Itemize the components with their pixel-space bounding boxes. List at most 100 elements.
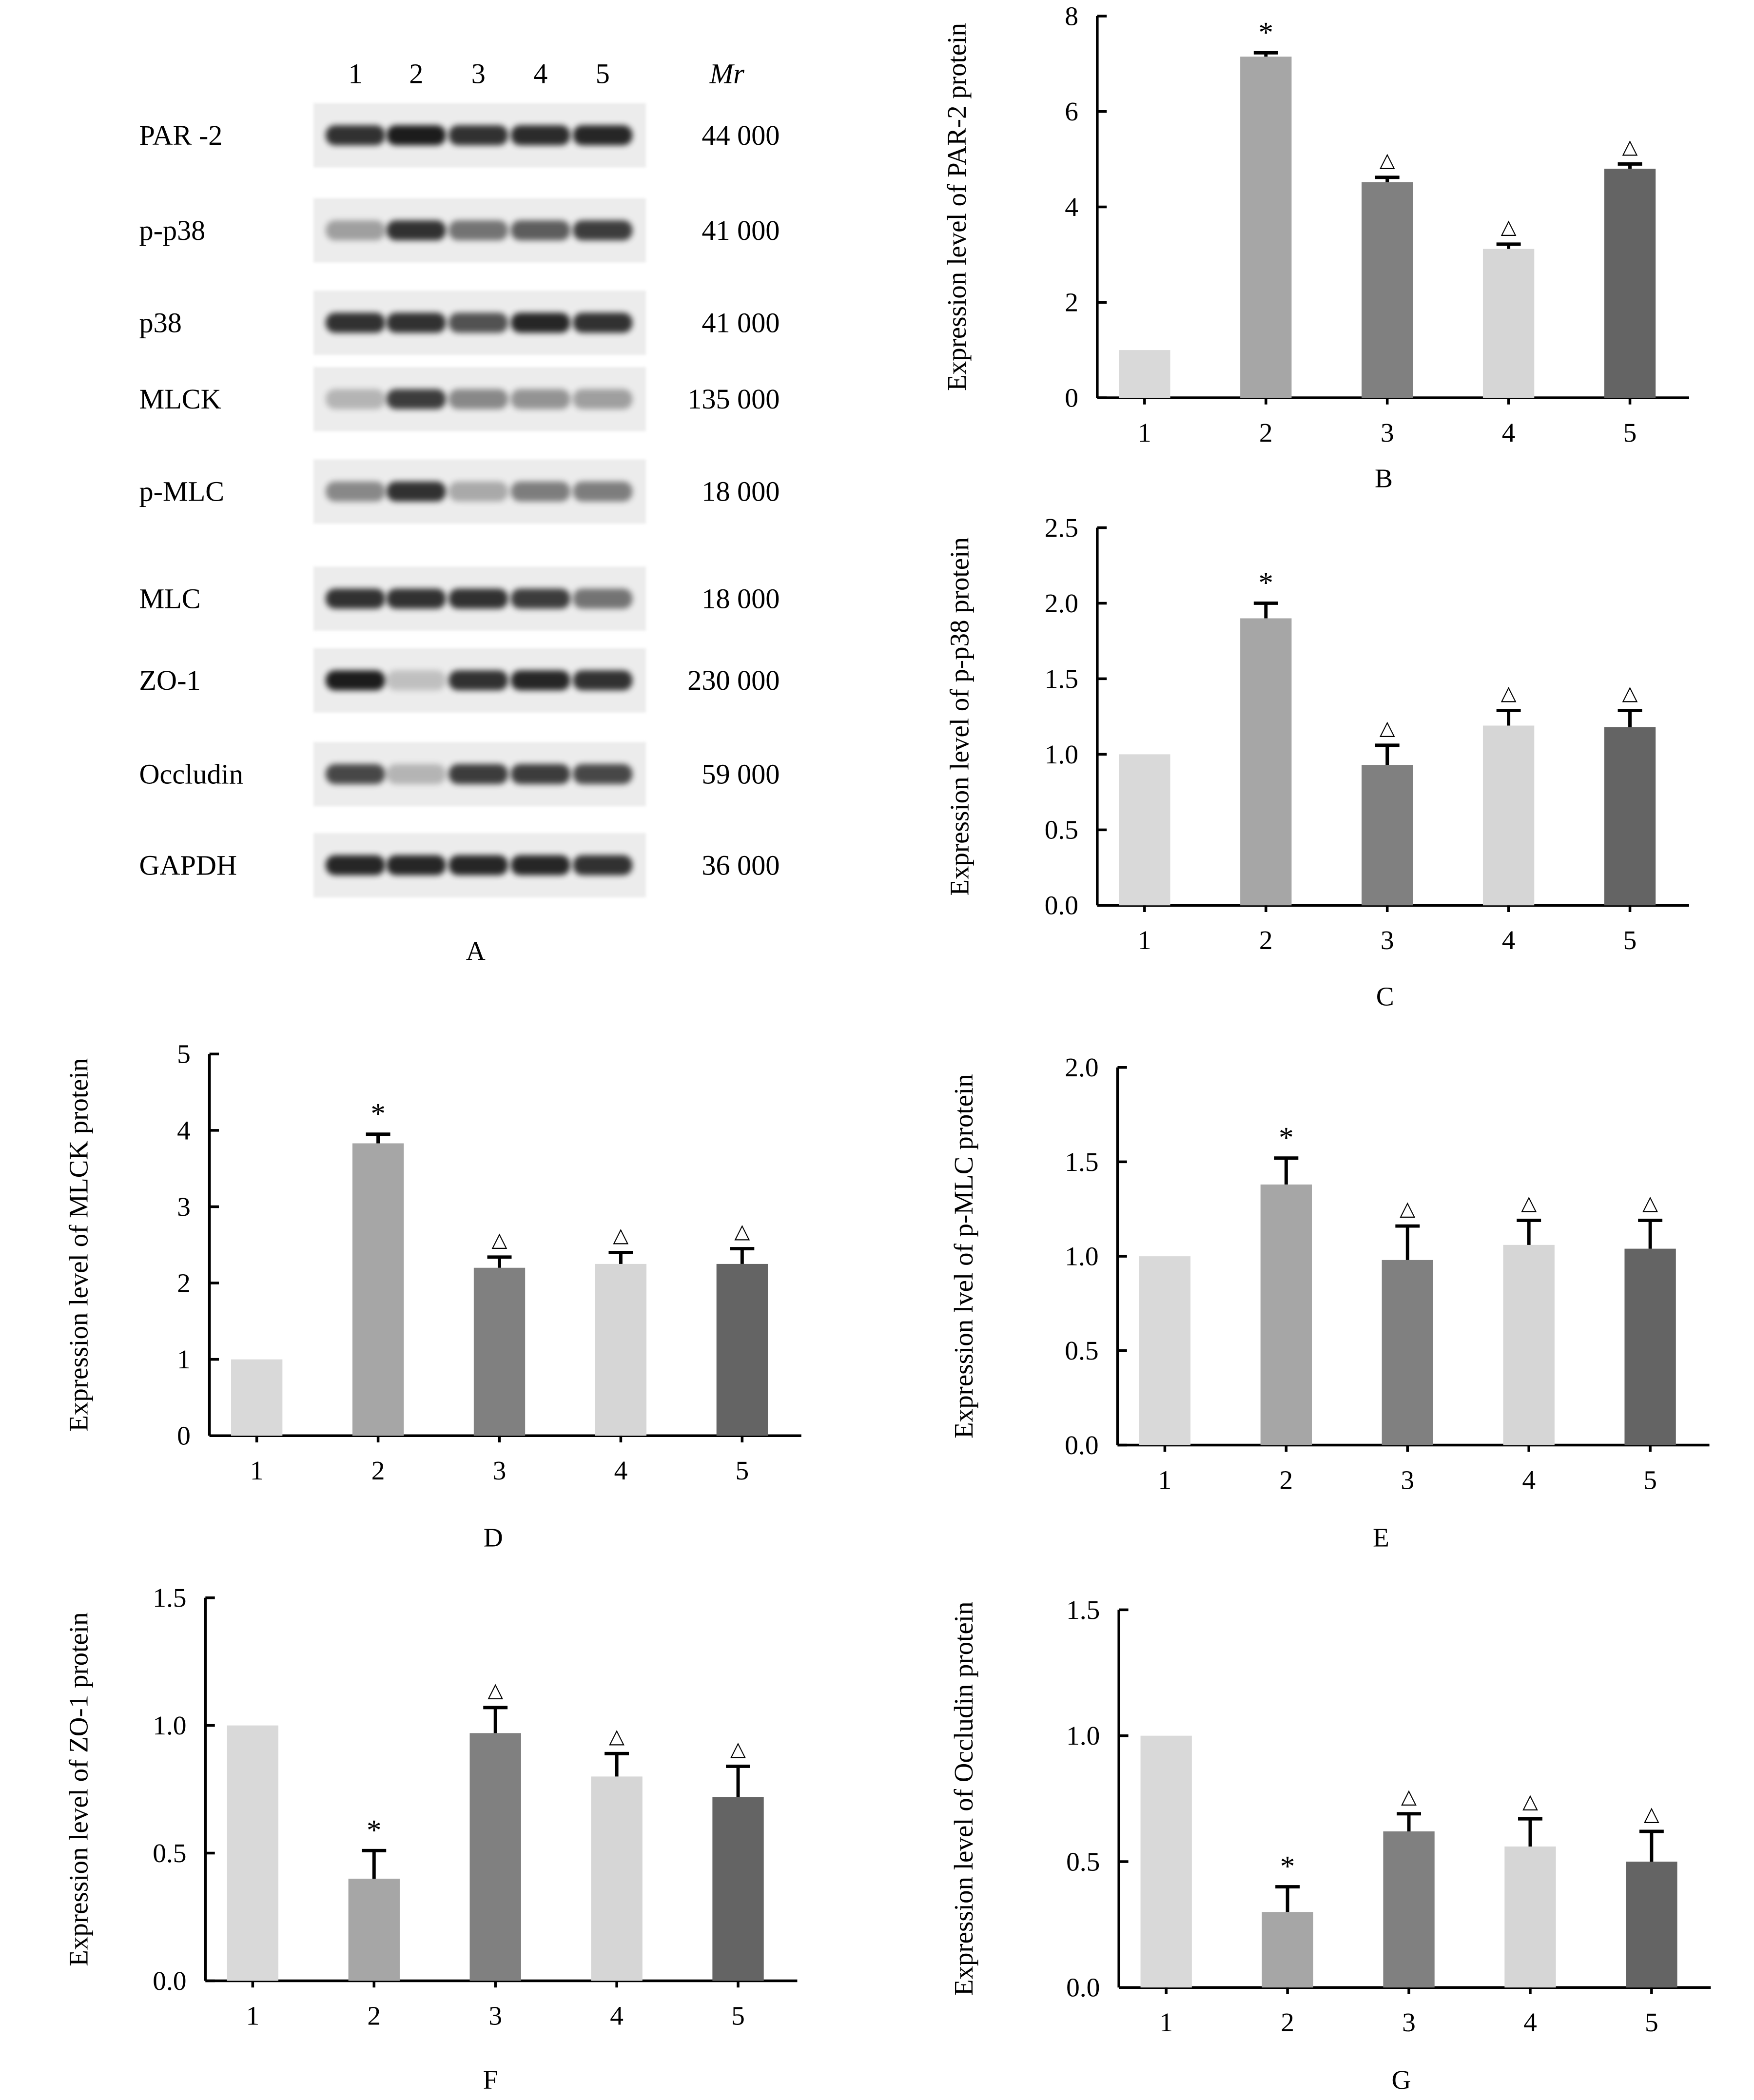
blot-row: p38 41 000	[139, 291, 780, 355]
panel-g-x-tick-label: 1	[1159, 2007, 1173, 2037]
panel-c-significance-mark-5: △	[1622, 681, 1638, 705]
panel-c-x-tick-label: 4	[1502, 925, 1516, 955]
panel-e-x-tick-label: 2	[1279, 1465, 1293, 1495]
western-blot-panel: 1 2 3 4 5 Mr PAR -2 44 000 p-p38 41 000 p38 41 000 M…	[139, 58, 780, 966]
panel-b-y-tick-label: 2	[1065, 288, 1078, 317]
panel-e-x-tick-label: 3	[1401, 1465, 1414, 1495]
panel-d-y-tick-label: 2	[177, 1268, 191, 1298]
panel-d-y-tick-label: 4	[177, 1115, 191, 1145]
blot-row: p-MLC 18 000	[139, 459, 780, 524]
panel-f-x-tick-label: 2	[367, 2001, 381, 2031]
lane-label-5: 5	[596, 58, 610, 90]
blot-band-lane-2	[386, 764, 446, 784]
panel-d-significance-mark-5: △	[734, 1220, 750, 1243]
blot-band-lane-2	[386, 670, 446, 691]
panel-e-significance-mark-5: △	[1642, 1191, 1658, 1215]
blot-band-lane-5	[573, 220, 633, 241]
molecular-weight: 59 000	[702, 758, 780, 790]
panel-g-bar-1	[1140, 1735, 1192, 1988]
panel-g-significance-mark-4: △	[1522, 1789, 1538, 1813]
panel-e-y-tick-label: 1.0	[1065, 1242, 1098, 1271]
panel-f-bar-1	[227, 1725, 279, 1981]
panel-c-bar-1	[1119, 754, 1170, 906]
protein-name: p-p38	[139, 214, 206, 246]
panel-e-significance-mark-2: *	[1279, 1122, 1293, 1154]
lane-label-1: 1	[348, 58, 362, 90]
panel-d-x-tick-label: 3	[493, 1456, 507, 1485]
panel-e-y-tick-label: 0.0	[1065, 1430, 1098, 1460]
blot-band-lane-2	[386, 588, 446, 609]
panel-b-chart: 0 2 4 6 8 1 2 * 3 △ 4 △ 5 △ Expression level of PAR-2 …	[942, 1, 1689, 493]
blot-band-lane-1	[326, 764, 386, 784]
panel-b-bar-4	[1482, 249, 1535, 398]
blot-band-lane-2	[386, 125, 446, 146]
panel-f-x-tick-label: 4	[610, 2001, 624, 2031]
blot-band-lane-4	[510, 670, 570, 691]
molecular-weight: 18 000	[702, 476, 780, 507]
panel-f-chart: 0.0 0.5 1.0 1.5 1 2 * 3 △ 4 △ 5 △ Expression level of…	[63, 1583, 798, 2095]
blot-band-lane-5	[573, 481, 633, 502]
panel-g-x-tick-label: 5	[1645, 2007, 1658, 2037]
panel-e-y-tick-label: 0.5	[1065, 1336, 1098, 1365]
blot-band-lane-4	[510, 312, 570, 333]
panel-g-y-axis-label: Expression level of Occludin protein	[949, 1601, 978, 1996]
panel-d-significance-mark-4: △	[613, 1224, 628, 1247]
panel-c-x-tick-label: 1	[1138, 925, 1151, 955]
panel-d-y-tick-label: 5	[177, 1039, 191, 1069]
blot-band-lane-5	[573, 125, 633, 146]
panel-a-label: A	[466, 936, 486, 966]
panel-f-bar-2	[348, 1878, 400, 1981]
panel-c-significance-mark-3: △	[1380, 716, 1395, 739]
panel-c-y-tick-label: 2.0	[1045, 588, 1078, 618]
panel-d-x-tick-label: 4	[614, 1456, 628, 1485]
panel-d-significance-mark-3: △	[492, 1228, 507, 1251]
panel-f-y-axis-label: Expression level of ZO-1 protein	[63, 1612, 93, 1966]
blot-strip	[313, 367, 646, 431]
protein-name: PAR -2	[139, 119, 223, 151]
blot-band-lane-5	[573, 389, 633, 409]
panel-c-x-tick-label: 2	[1259, 925, 1273, 955]
blot-band-lane-5	[573, 312, 633, 333]
panel-f-label: F	[483, 2065, 498, 2095]
panel-f-y-tick-label: 0.0	[153, 1966, 186, 1996]
molecular-weight: 41 000	[702, 307, 780, 339]
blot-band-lane-4	[510, 588, 570, 609]
panel-e-x-tick-label: 4	[1522, 1465, 1536, 1495]
blot-band-lane-5	[573, 670, 633, 691]
panel-f-significance-mark-2: *	[367, 1814, 381, 1847]
panel-b-y-tick-label: 8	[1065, 1, 1078, 31]
panel-e-significance-mark-3: △	[1400, 1197, 1415, 1220]
panel-b-x-tick-label: 5	[1623, 418, 1637, 447]
panel-d-y-tick-label: 3	[177, 1192, 191, 1222]
blot-band-lane-4	[510, 764, 570, 784]
panel-b-significance-mark-4: △	[1501, 215, 1517, 238]
blot-band-lane-2	[386, 312, 446, 333]
mr-header: Mr	[709, 58, 745, 90]
panel-e-bar-5	[1624, 1248, 1676, 1445]
molecular-weight: 41 000	[702, 214, 780, 246]
panel-d-x-tick-label: 1	[250, 1456, 264, 1485]
panel-g-bar-4	[1504, 1846, 1556, 1988]
blot-row: PAR -2 44 000	[139, 103, 780, 168]
blot-band-lane-3	[448, 389, 508, 409]
panel-g-y-tick-label: 0.0	[1066, 1973, 1100, 2003]
molecular-weight: 135 000	[687, 383, 780, 415]
molecular-weight: 18 000	[702, 583, 780, 615]
panel-c-bar-2	[1240, 618, 1292, 906]
panel-e-bar-4	[1503, 1244, 1555, 1445]
blot-band-lane-3	[448, 764, 508, 784]
panel-c-x-tick-label: 5	[1623, 925, 1637, 955]
panel-b-bar-5	[1604, 169, 1656, 398]
blot-band-lane-4	[510, 481, 570, 502]
blot-band-lane-3	[448, 481, 508, 502]
blot-band-lane-5	[573, 588, 633, 609]
blot-band-lane-1	[326, 481, 386, 502]
panel-e-significance-mark-4: △	[1521, 1191, 1537, 1215]
panel-c-y-tick-label: 0.5	[1045, 815, 1078, 845]
protein-name: p38	[139, 307, 182, 339]
panel-f-significance-mark-4: △	[609, 1724, 624, 1748]
protein-name: GAPDH	[139, 849, 237, 881]
panel-f-significance-mark-5: △	[730, 1737, 746, 1761]
panel-b-y-axis-label: Expression level of PAR-2 protein	[942, 23, 972, 391]
